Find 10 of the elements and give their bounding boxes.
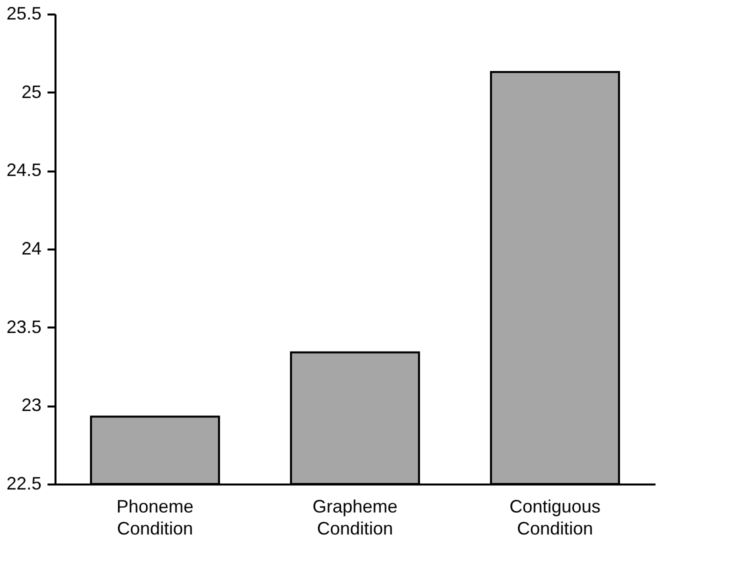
x-tick-label: Phoneme Condition [116,496,194,538]
x-tick-label: Contiguous Condition [509,496,601,538]
y-tick-label: 23 [21,395,42,416]
y-tick-label: 24 [21,238,42,258]
y-tick-label: 25.5 [6,4,42,24]
y-tick-label: 25 [21,82,42,102]
y-tick-label: 24.5 [6,160,42,180]
y-tick-label: 23.5 [6,316,42,337]
x-tick-label: Grapheme Condition [312,496,398,538]
y-tick-label: 22.5 [6,474,42,494]
